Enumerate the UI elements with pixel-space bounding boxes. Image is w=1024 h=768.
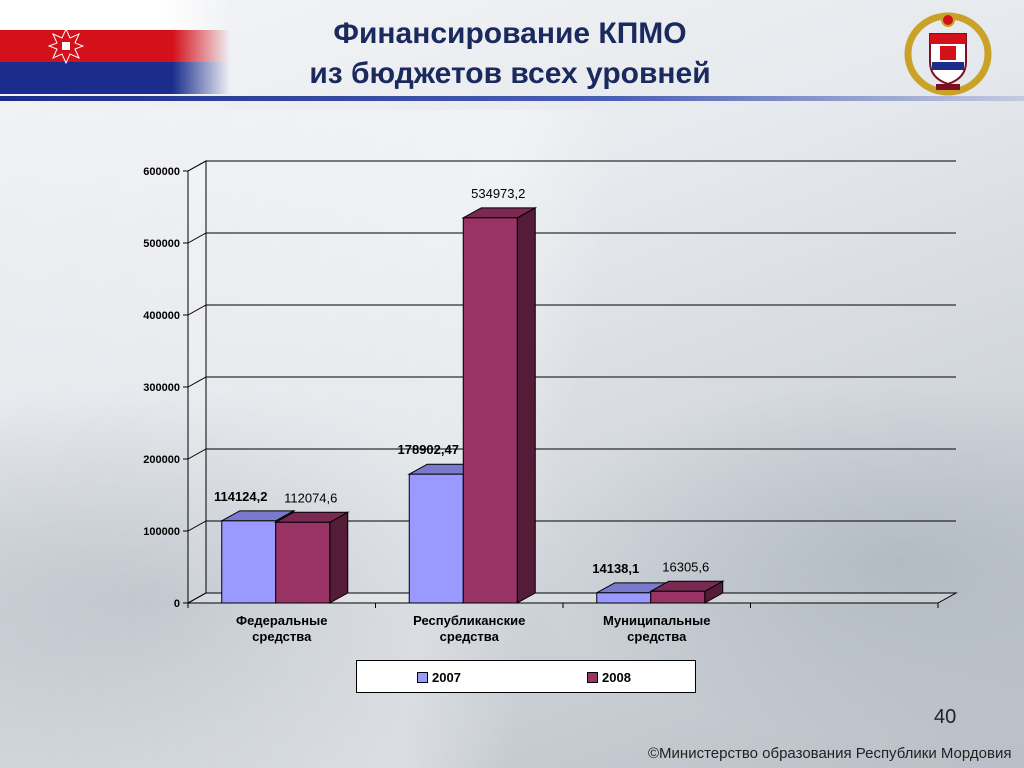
bar-side-2008 — [516, 206, 536, 604]
bar-2007 — [221, 520, 277, 604]
bar-2008 — [462, 217, 518, 604]
y-tick-label: 500000 — [143, 238, 180, 250]
legend-item-2008: 2008 — [587, 670, 631, 685]
x-category-label: Муниципальные — [603, 613, 710, 628]
flag-white-stripe — [0, 0, 230, 30]
bar-2008 — [650, 590, 706, 604]
slide-number: 40 — [934, 706, 957, 728]
data-label-2007: 114124,2 — [214, 489, 268, 504]
title-line-2: из бюджетов всех уровней — [309, 57, 711, 90]
legend-label-2007: 2007 — [432, 670, 461, 685]
legend-swatch-2008 — [587, 672, 598, 684]
chart-legend: 2007 2008 — [356, 660, 696, 693]
title-line-1: Финансирование КПМО — [333, 17, 687, 50]
bar-side-2008 — [329, 511, 349, 604]
y-tick-label: 200000 — [143, 454, 180, 466]
x-category-label: средства — [440, 629, 500, 644]
coat-of-arms-icon — [904, 12, 992, 96]
x-category-label: Федеральные — [236, 613, 327, 628]
gridline — [187, 448, 956, 460]
bar-2007 — [408, 473, 464, 604]
legend-label-2008: 2008 — [602, 670, 631, 685]
copyright-notice: ©Министерство образования Республики Мор… — [648, 745, 1012, 762]
y-tick-label: 300000 — [143, 382, 180, 394]
gridline — [187, 232, 956, 244]
gridline — [187, 520, 956, 532]
y-tick-label: 100000 — [143, 526, 180, 538]
data-label-2008: 112074,6 — [284, 490, 337, 505]
bar-2007 — [596, 592, 652, 604]
gridline — [187, 160, 956, 172]
data-label-2008: 534973,2 — [471, 186, 525, 201]
header-divider — [0, 96, 1024, 101]
legend-item-2007: 2007 — [417, 670, 461, 685]
gridline — [187, 304, 956, 316]
x-category-label: средства — [252, 629, 312, 644]
mordovia-flag — [0, 0, 230, 96]
x-category-label: Республиканские — [413, 613, 525, 628]
slide-title: Финансирование КПМО из бюджетов всех уро… — [230, 14, 790, 94]
solar-rosette-icon — [48, 28, 84, 64]
data-label-2008: 16305,6 — [662, 559, 709, 574]
data-label-2007: 14138,1 — [592, 561, 639, 576]
data-label-2007: 178902,47 — [398, 442, 459, 457]
legend-swatch-2007 — [417, 672, 428, 684]
flag-red-stripe — [0, 30, 230, 62]
gridline — [187, 376, 956, 388]
y-tick-label: 600000 — [143, 166, 180, 178]
y-tick-label: 0 — [174, 598, 180, 610]
y-tick-label: 400000 — [143, 310, 180, 322]
flag-blue-stripe — [0, 62, 230, 94]
x-category-label: средства — [627, 629, 687, 644]
bar-2008 — [275, 521, 331, 604]
